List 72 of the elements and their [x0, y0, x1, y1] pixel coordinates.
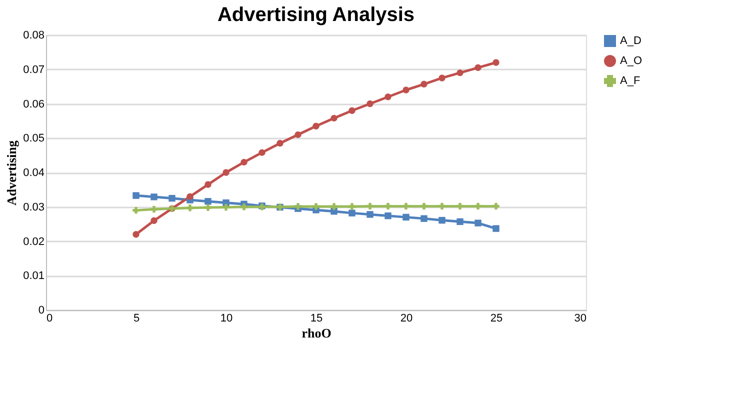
point — [366, 100, 374, 108]
x-tick-label: 25 — [490, 312, 503, 324]
point — [132, 206, 140, 214]
point — [348, 107, 356, 114]
point — [240, 204, 248, 210]
point — [150, 194, 158, 200]
point — [222, 204, 230, 211]
point — [456, 202, 464, 210]
point — [348, 210, 356, 216]
y-tick-label: 0 — [38, 304, 44, 316]
point — [330, 203, 338, 210]
point — [204, 204, 212, 211]
y-tick-label: 0.08 — [23, 30, 44, 42]
point — [294, 131, 302, 138]
point — [384, 94, 392, 100]
x-axis-title: rhoO — [302, 326, 332, 340]
point — [366, 211, 374, 218]
point — [474, 202, 482, 210]
y-tick-label: 0.03 — [23, 201, 44, 214]
point — [132, 231, 140, 238]
point — [258, 149, 266, 156]
y-tick-label: 0.04 — [23, 167, 44, 179]
point — [366, 202, 374, 210]
point — [186, 204, 194, 212]
y-tick-label: 0.07 — [23, 64, 44, 76]
point — [312, 203, 320, 210]
legend-label: A_O — [620, 55, 642, 67]
point — [204, 198, 212, 205]
x-tick-label: 15 — [310, 312, 323, 324]
point — [420, 215, 428, 222]
x-tick-label: 20 — [400, 312, 413, 324]
point — [312, 122, 320, 130]
point — [222, 169, 230, 176]
point — [132, 192, 140, 199]
legend-label: A_D — [620, 35, 642, 47]
y-axis-title: Advertising — [4, 140, 20, 206]
point — [330, 114, 338, 122]
point — [186, 193, 194, 200]
point — [492, 59, 500, 66]
point — [276, 140, 284, 147]
point — [402, 86, 410, 94]
point — [204, 181, 212, 188]
point — [240, 158, 248, 166]
point — [150, 206, 158, 213]
point — [348, 203, 356, 210]
point — [492, 202, 500, 210]
x-tick-label: 10 — [220, 312, 233, 324]
x-tick-label: 30 — [574, 312, 586, 324]
x-tick-label: 0 — [46, 312, 53, 324]
point — [420, 80, 428, 88]
point — [384, 202, 392, 210]
point — [384, 212, 392, 220]
point — [420, 202, 428, 210]
y-tick-label: 0.05 — [23, 132, 44, 145]
point — [456, 218, 464, 226]
point — [150, 217, 158, 224]
y-tick-label: 0.06 — [23, 98, 44, 110]
y-tick-label: 0.01 — [23, 270, 44, 282]
point — [474, 220, 482, 226]
x-tick-label: 5 — [133, 312, 140, 324]
point — [438, 202, 446, 210]
point — [438, 74, 446, 82]
point — [438, 216, 446, 224]
legend-label: A_F — [620, 75, 640, 87]
y-tick-label: 0.02 — [23, 236, 44, 248]
point — [492, 225, 500, 232]
point — [402, 202, 410, 210]
point — [474, 64, 482, 72]
point — [456, 69, 464, 76]
point — [168, 194, 176, 202]
chart-title: Advertising Analysis — [217, 4, 415, 26]
point — [402, 214, 410, 221]
